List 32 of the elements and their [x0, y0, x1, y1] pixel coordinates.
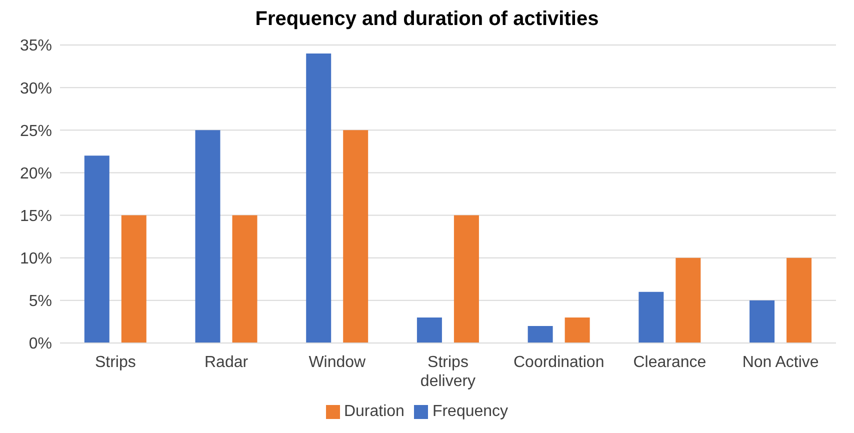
bar	[454, 215, 479, 343]
y-tick-label: 30%	[20, 80, 52, 98]
x-tick-label: Strips delivery	[420, 354, 476, 390]
bar	[84, 156, 110, 343]
bar	[528, 326, 553, 343]
bar	[750, 300, 775, 343]
y-tick-label: 5%	[28, 293, 52, 310]
bar	[786, 258, 812, 343]
bar	[416, 317, 442, 343]
y-tick-label: 20%	[20, 165, 52, 182]
y-tick-label: 10%	[20, 250, 52, 268]
chart-title: Frequency and duration of activities	[254, 8, 600, 31]
x-tick-label: Coordination	[513, 354, 604, 371]
y-tick-label: 0%	[28, 336, 52, 353]
bar	[121, 215, 146, 343]
y-tick-label: 15%	[20, 208, 52, 225]
x-tick-label: Strips	[94, 354, 136, 371]
y-tick-label: 35%	[20, 38, 52, 55]
x-tick-label: Radar	[204, 354, 249, 371]
x-tick-label: Non Active	[742, 354, 819, 371]
y-tick-label: 25%	[20, 122, 52, 140]
bar	[638, 292, 664, 343]
legend-label: Duration	[344, 403, 404, 420]
bar	[195, 130, 220, 343]
bar	[676, 258, 701, 343]
x-tick-label: Window	[308, 354, 366, 371]
x-tick-label: Clearance	[633, 354, 706, 371]
bar	[232, 215, 258, 343]
legend-label: Frequency	[432, 403, 508, 420]
bar	[343, 130, 368, 343]
bar	[306, 54, 332, 343]
bar	[564, 317, 590, 343]
